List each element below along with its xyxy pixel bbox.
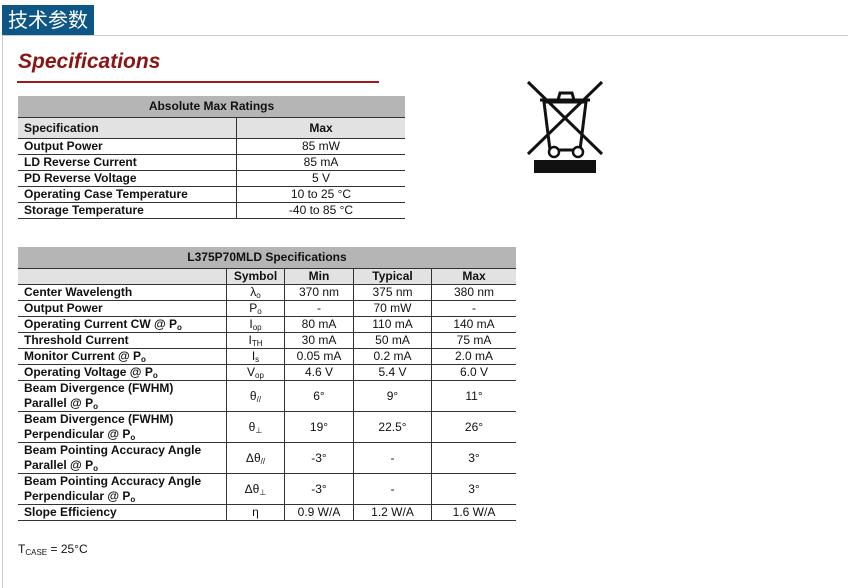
page-title: Specifications xyxy=(18,50,161,73)
table-row: Output Power 85 mW xyxy=(18,138,405,155)
parameter-name: Threshold Current xyxy=(18,332,227,349)
column-header: Max xyxy=(431,268,516,285)
min-value: -3° xyxy=(284,473,354,505)
column-header xyxy=(18,268,227,285)
divider xyxy=(2,35,848,36)
min-value: - xyxy=(284,300,354,317)
spec-name: Output Power xyxy=(18,138,237,155)
table-row: PD Reverse Voltage 5 V xyxy=(18,170,405,187)
spec-name: Operating Case Temperature xyxy=(18,186,237,203)
min-value: -3° xyxy=(284,442,354,474)
symbol: Iop xyxy=(226,316,285,333)
specifications-table: L375P70MLD Specifications Symbol Min Typic… xyxy=(18,247,516,521)
typical-value: 22.5° xyxy=(353,411,432,443)
table-row: Slope Efficiency η 0.9 W/A 1.2 W/A 1.6 W/A xyxy=(18,504,516,521)
min-value: 4.6 V xyxy=(284,364,354,381)
max-value: 75 mA xyxy=(431,332,516,349)
typical-value: - xyxy=(353,473,432,505)
parameter-name: Operating Current CW @ Po xyxy=(18,316,227,333)
min-value: 80 mA xyxy=(284,316,354,333)
min-value: 0.05 mA xyxy=(284,348,354,365)
symbol: Is xyxy=(226,348,285,365)
table-row: Threshold Current ITH 30 mA 50 mA 75 mA xyxy=(18,332,516,349)
max-value: - xyxy=(431,300,516,317)
symbol: θ⊥ xyxy=(226,411,285,443)
table-caption: Absolute Max Ratings xyxy=(18,96,405,118)
max-value: 3° xyxy=(431,442,516,474)
symbol: ITH xyxy=(226,332,285,349)
typical-value: 70 mW xyxy=(353,300,432,317)
parameter-name: Monitor Current @ Po xyxy=(18,348,227,365)
spec-name: Storage Temperature xyxy=(18,202,237,219)
table-row: Storage Temperature -40 to 85 °C xyxy=(18,202,405,219)
symbol: θ// xyxy=(226,380,285,412)
table-row: LD Reverse Current 85 mA xyxy=(18,154,405,171)
max-value: 380 nm xyxy=(431,284,516,301)
spec-value: 85 mA xyxy=(236,154,405,171)
typical-value: 5.4 V xyxy=(353,364,432,381)
tab-tech-params[interactable]: 技术参数 xyxy=(2,5,94,35)
typical-value: 110 mA xyxy=(353,316,432,333)
symbol: Po xyxy=(226,300,285,317)
min-value: 30 mA xyxy=(284,332,354,349)
column-header: Specification xyxy=(18,117,237,139)
typical-value: 1.2 W/A xyxy=(353,504,432,521)
spec-value: 10 to 25 °C xyxy=(236,186,405,203)
spec-name: LD Reverse Current xyxy=(18,154,237,171)
table-row: Beam Pointing Accuracy Angle Perpendicula… xyxy=(18,473,516,505)
typical-value: 50 mA xyxy=(353,332,432,349)
typical-value: 9° xyxy=(353,380,432,412)
spec-value: 5 V xyxy=(236,170,405,187)
max-value: 2.0 mA xyxy=(431,348,516,365)
absolute-max-ratings-table: Absolute Max Ratings Specification Max Ou… xyxy=(18,96,405,219)
max-value: 11° xyxy=(431,380,516,412)
max-value: 3° xyxy=(431,473,516,505)
typical-value: 0.2 mA xyxy=(353,348,432,365)
weee-crossed-bin-icon xyxy=(526,80,604,173)
table-row: Operating Case Temperature 10 to 25 °C xyxy=(18,186,405,203)
min-value: 370 nm xyxy=(284,284,354,301)
parameter-name: Beam Divergence (FWHM) Perpendicular @ Po xyxy=(18,411,227,443)
min-value: 0.9 W/A xyxy=(284,504,354,521)
symbol: λo xyxy=(226,284,285,301)
typical-value: 375 nm xyxy=(353,284,432,301)
symbol: Vop xyxy=(226,364,285,381)
table-caption: L375P70MLD Specifications xyxy=(18,247,516,269)
case-temperature-note: TCASE = 25°C xyxy=(18,542,88,557)
typical-value: - xyxy=(353,442,432,474)
symbol: η xyxy=(226,504,285,521)
column-header: Symbol xyxy=(226,268,285,285)
min-value: 6° xyxy=(284,380,354,412)
max-value: 140 mA xyxy=(431,316,516,333)
parameter-name: Output Power xyxy=(18,300,227,317)
max-value: 1.6 W/A xyxy=(431,504,516,521)
parameter-name: Beam Pointing Accuracy Angle Parallel @ P… xyxy=(18,442,227,474)
spec-value: 85 mW xyxy=(236,138,405,155)
symbol: Δθ⊥ xyxy=(226,473,285,505)
max-value: 6.0 V xyxy=(431,364,516,381)
table-row: Operating Current CW @ Po Iop 80 mA 110 mA 1… xyxy=(18,316,516,333)
parameter-name: Slope Efficiency xyxy=(18,504,227,521)
table-row: Monitor Current @ Po Is 0.05 mA 0.2 mA 2.0 m… xyxy=(18,348,516,365)
parameter-name: Beam Pointing Accuracy Angle Perpendicula… xyxy=(18,473,227,505)
table-row: Center Wavelength λo 370 nm 375 nm 380 nm xyxy=(18,284,516,301)
max-value: 26° xyxy=(431,411,516,443)
title-underline xyxy=(17,81,379,83)
column-header: Min xyxy=(284,268,354,285)
spec-name: PD Reverse Voltage xyxy=(18,170,237,187)
table-row: Operating Voltage @ Po Vop 4.6 V 5.4 V 6.0 V xyxy=(18,364,516,381)
table-row: Beam Divergence (FWHM) Parallel @ Po θ//6°… xyxy=(18,380,516,412)
parameter-name: Operating Voltage @ Po xyxy=(18,364,227,381)
table-row: Output Power Po -70 mW - xyxy=(18,300,516,317)
column-header: Typical xyxy=(353,268,432,285)
min-value: 19° xyxy=(284,411,354,443)
divider xyxy=(2,35,3,588)
column-header: Max xyxy=(236,117,405,139)
table-row: Beam Pointing Accuracy Angle Parallel @ P… xyxy=(18,442,516,474)
spec-value: -40 to 85 °C xyxy=(236,202,405,219)
parameter-name: Center Wavelength xyxy=(18,284,227,301)
parameter-name: Beam Divergence (FWHM) Parallel @ Po xyxy=(18,380,227,412)
table-row: Beam Divergence (FWHM) Perpendicular @ Po… xyxy=(18,411,516,443)
symbol: Δθ// xyxy=(226,442,285,474)
